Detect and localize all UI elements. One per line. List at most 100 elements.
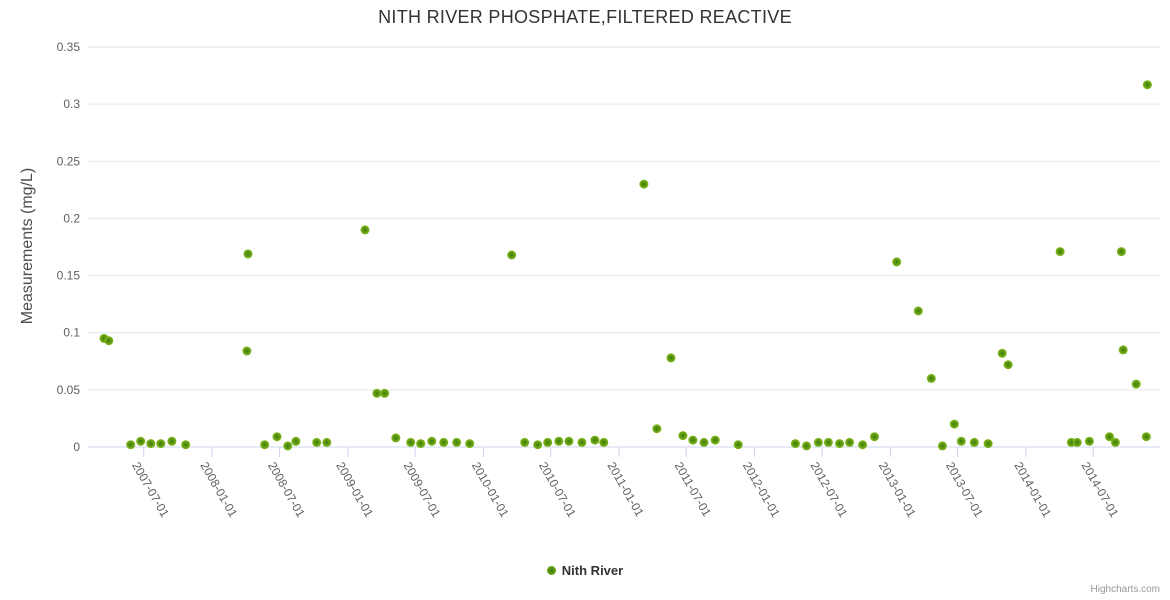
x-axis-tick-label: 2011-01-01 [604,460,647,520]
x-axis-tick-label: 2008-01-01 [197,460,240,520]
data-point[interactable] [1141,432,1151,442]
data-point[interactable] [1131,379,1141,389]
x-axis-tick-label: 2013-07-01 [943,460,986,520]
data-point[interactable] [937,441,947,451]
data-point[interactable] [983,439,993,449]
data-point[interactable] [652,424,662,434]
y-axis-tick-label: 0.25 [57,154,81,168]
data-point[interactable] [926,373,936,383]
data-point[interactable] [283,441,293,451]
x-axis-tick-label: 2010-01-01 [469,459,512,519]
data-point[interactable] [956,436,966,446]
data-point[interactable] [688,435,698,445]
x-axis-tick-label: 2012-07-01 [808,460,851,520]
x-axis-tick-label: 2007-07-01 [129,460,172,520]
highcharts-credit-link[interactable]: Highcharts.com [1090,584,1160,595]
x-axis-tick-label: 2010-07-01 [536,460,579,520]
y-axis-tick-label: 0.2 [63,211,80,225]
data-point[interactable] [452,437,462,447]
data-point[interactable] [845,437,855,447]
y-axis-tick-label: 0.1 [63,326,80,340]
x-axis-tick-label: 2009-01-01 [333,460,376,520]
data-point[interactable] [599,437,609,447]
data-point[interactable] [391,433,401,443]
data-point[interactable] [1072,437,1082,447]
y-axis-tick-label: 0.3 [63,97,80,111]
data-point[interactable] [156,439,166,449]
data-point[interactable] [733,440,743,450]
data-point[interactable] [1055,247,1065,257]
data-point[interactable] [813,437,823,447]
data-point[interactable] [1116,247,1126,257]
data-point[interactable] [136,436,146,446]
x-axis-tick-label: 2014-07-01 [1079,460,1122,520]
data-point[interactable] [406,437,416,447]
data-point[interactable] [564,436,574,446]
data-point[interactable] [181,440,191,450]
data-point[interactable] [439,437,449,447]
data-point[interactable] [949,419,959,429]
data-point[interactable] [678,431,688,441]
data-point[interactable] [639,179,649,189]
data-point[interactable] [322,437,332,447]
x-axis-tick-label: 2014-01-01 [1011,460,1054,520]
data-point[interactable] [1084,436,1094,446]
data-point[interactable] [1118,345,1128,355]
data-point[interactable] [360,225,370,235]
data-point[interactable] [242,346,252,356]
data-point[interactable] [427,436,437,446]
data-point[interactable] [1110,437,1120,447]
data-point[interactable] [997,348,1007,358]
data-point[interactable] [858,440,868,450]
data-point[interactable] [380,388,390,398]
legend-marker-icon [546,566,556,575]
x-axis-tick-label: 2012-01-01 [740,460,783,520]
data-point[interactable] [1105,432,1114,442]
x-axis-tick-label: 2013-01-01 [876,460,919,520]
data-point[interactable] [104,336,114,346]
chart-title: NITH RIVER PHOSPHATE,FILTERED REACTIVE [378,7,792,27]
data-point[interactable] [146,439,156,449]
data-point[interactable] [1003,360,1013,370]
data-point[interactable] [465,439,475,449]
data-point[interactable] [533,440,543,450]
y-axis-tick-label: 0.05 [57,383,81,397]
y-axis-tick-label: 0 [73,440,80,454]
y-axis-tick-label: 0.15 [57,269,81,283]
x-axis-tick-label: 2011-07-01 [672,460,715,520]
data-point[interactable] [543,437,553,447]
data-point[interactable] [260,440,270,450]
data-point[interactable] [666,353,676,363]
data-point[interactable] [913,306,923,316]
data-point[interactable] [554,436,564,446]
data-point[interactable] [802,441,811,451]
data-point[interactable] [291,436,301,446]
data-point[interactable] [577,437,587,447]
data-point[interactable] [835,439,845,449]
data-point[interactable] [710,435,720,445]
x-axis-tick-label: 2008-07-01 [265,460,308,520]
legend-label: Nith River [561,563,624,578]
data-point[interactable] [507,250,517,260]
data-point[interactable] [699,437,709,447]
data-point[interactable] [520,437,530,447]
data-point[interactable] [1142,80,1152,90]
data-point[interactable] [167,436,177,446]
data-point[interactable] [126,440,136,450]
data-point[interactable] [823,437,833,447]
data-point[interactable] [312,437,322,447]
data-point[interactable] [892,257,902,267]
data-point[interactable] [272,432,282,442]
data-point[interactable] [969,437,979,447]
data-point[interactable] [790,439,800,449]
legend-item-nith-river[interactable]: Nith River [0,563,1170,578]
x-axis-tick-label: 2009-07-01 [401,460,444,520]
y-axis-tick-label: 0.35 [57,40,81,54]
data-point[interactable] [870,432,879,442]
data-point[interactable] [416,439,426,449]
data-point[interactable] [243,249,253,259]
data-point[interactable] [590,435,600,445]
data-point[interactable] [372,388,382,398]
